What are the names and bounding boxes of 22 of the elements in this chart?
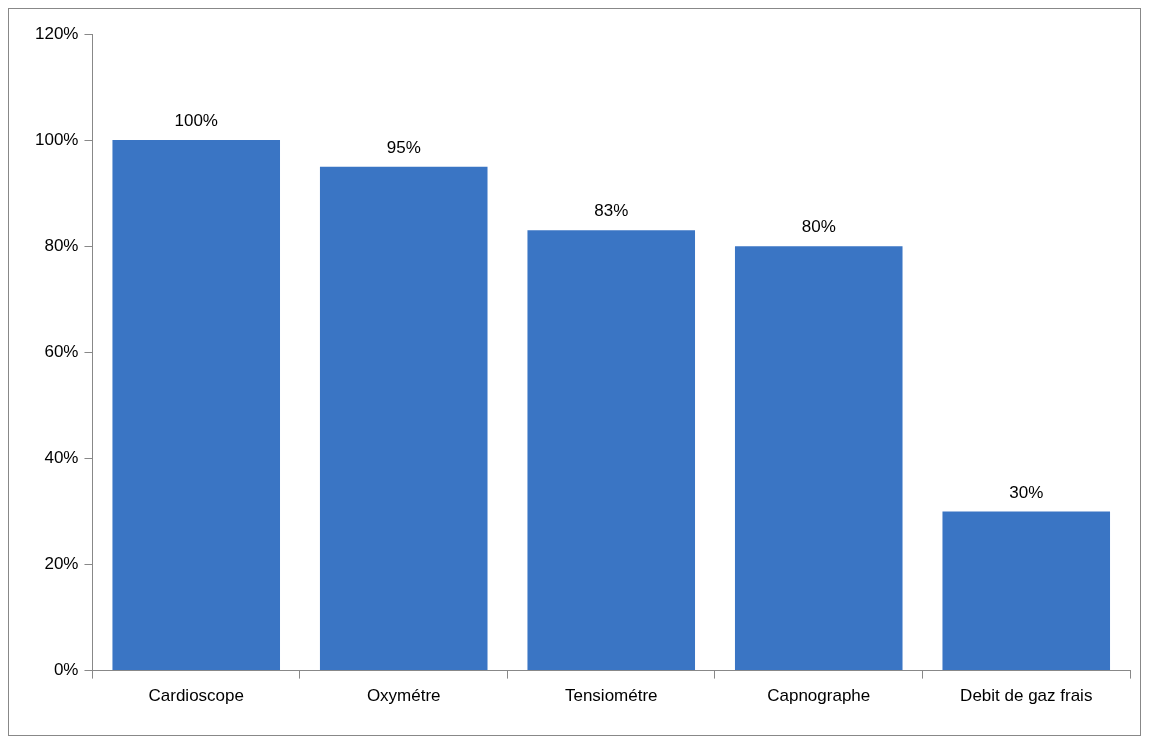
x-tick-label: Oxymétre bbox=[366, 686, 441, 706]
y-tick-label: 60% bbox=[44, 341, 79, 361]
bar bbox=[527, 230, 696, 671]
x-tick-label: Tensiométre bbox=[564, 686, 658, 706]
data-label: 95% bbox=[386, 137, 421, 157]
data-label: 80% bbox=[801, 217, 836, 237]
data-label: 30% bbox=[1009, 482, 1044, 502]
y-tick-label: 100% bbox=[35, 129, 79, 149]
x-tick-label: Capnographe bbox=[767, 686, 871, 706]
bar bbox=[734, 246, 903, 671]
x-tick-label: Debit de gaz frais bbox=[960, 686, 1093, 706]
bar bbox=[112, 140, 281, 671]
y-tick-label: 80% bbox=[44, 235, 79, 255]
x-tick-label: Cardioscope bbox=[148, 686, 244, 706]
data-label: 83% bbox=[594, 201, 629, 221]
y-tick-label: 120% bbox=[35, 23, 79, 43]
bar bbox=[319, 166, 488, 671]
bar bbox=[942, 511, 1111, 671]
y-tick-label: 20% bbox=[44, 554, 79, 574]
data-label: 100% bbox=[174, 111, 218, 131]
y-tick-label: 0% bbox=[53, 660, 79, 680]
y-tick-label: 40% bbox=[44, 448, 79, 468]
